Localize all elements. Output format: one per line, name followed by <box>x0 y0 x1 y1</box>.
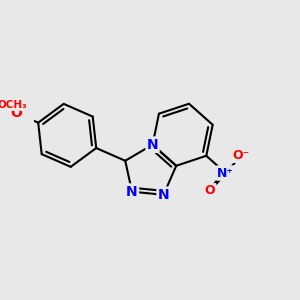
Text: N: N <box>126 185 138 199</box>
Text: O⁻: O⁻ <box>233 149 250 162</box>
Text: O: O <box>11 106 22 120</box>
Text: N⁺: N⁺ <box>217 167 234 180</box>
Text: N: N <box>158 188 169 202</box>
Text: OCH₃: OCH₃ <box>0 100 27 110</box>
Text: N: N <box>147 138 158 152</box>
Text: O: O <box>205 184 215 197</box>
